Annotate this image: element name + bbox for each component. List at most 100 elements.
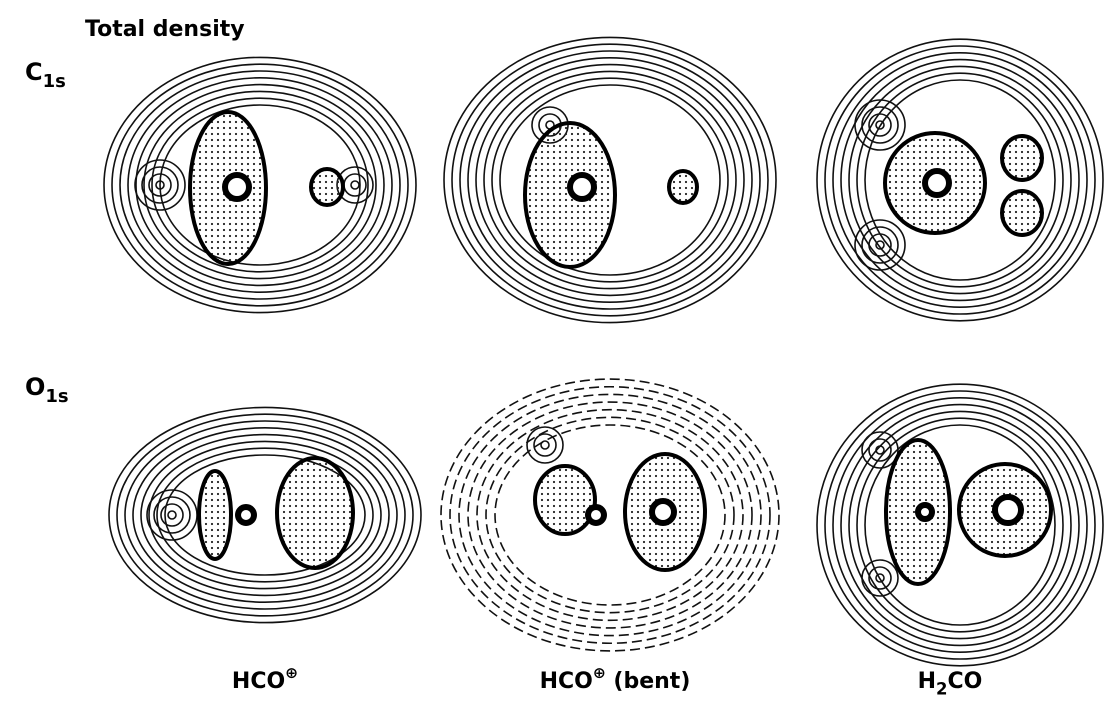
contour (840, 403, 1080, 647)
contour (153, 496, 191, 534)
nucleus (915, 502, 935, 522)
contour (864, 424, 1056, 626)
density-lobe (275, 456, 355, 570)
contour (875, 240, 885, 250)
contour (159, 104, 361, 266)
contour (140, 433, 390, 597)
contour (108, 406, 422, 624)
label-part: 1s (43, 71, 66, 92)
contour (156, 447, 374, 583)
contour (440, 378, 780, 652)
contour (875, 120, 885, 130)
nucleus (992, 494, 1024, 526)
label: C1s (25, 58, 66, 92)
contour (875, 573, 885, 583)
label-part: C (25, 58, 43, 86)
contour (856, 72, 1064, 288)
contour (861, 226, 899, 264)
contour (854, 219, 906, 271)
label: HCO⊕ (bent) (540, 664, 691, 694)
contour (816, 383, 1104, 667)
label-part: O (25, 373, 45, 401)
contour (350, 180, 360, 190)
contour (861, 559, 899, 597)
label-part: HCO (540, 669, 593, 694)
contour (148, 173, 172, 197)
contour (526, 426, 564, 464)
density-lobe (1000, 134, 1044, 182)
contour (494, 424, 726, 606)
nucleus (235, 504, 257, 526)
contour (103, 56, 417, 314)
nucleus (222, 172, 252, 202)
contour (124, 420, 406, 610)
contour (483, 70, 737, 290)
label-part: CO (948, 669, 983, 694)
contour (343, 173, 367, 197)
contour (848, 410, 1072, 640)
contour (459, 50, 761, 310)
contour (449, 385, 771, 645)
label-part: 1s (45, 386, 68, 407)
contour (458, 393, 762, 637)
contour (533, 433, 557, 457)
nucleus (922, 168, 952, 198)
contour (116, 413, 414, 617)
contour (840, 58, 1080, 302)
contour (824, 390, 1096, 660)
density-lobe (1000, 189, 1044, 237)
contour (824, 45, 1096, 315)
contour (854, 99, 906, 151)
figure-title: Total density (85, 17, 245, 42)
contour (476, 408, 744, 622)
nucleus (585, 504, 607, 526)
contour (111, 63, 409, 307)
density-lobe (667, 169, 699, 205)
contour (135, 83, 385, 287)
contour (868, 566, 892, 590)
contour (485, 416, 735, 614)
contour (151, 97, 369, 273)
contour (127, 77, 393, 293)
label: HCO⊕ (232, 664, 298, 694)
contour (499, 84, 721, 276)
contour (467, 401, 753, 629)
label-part: ⊕ (593, 664, 606, 682)
contour (868, 438, 892, 462)
contour (160, 503, 184, 527)
contour (832, 52, 1088, 308)
contour (848, 65, 1072, 295)
label: O1s (25, 373, 69, 407)
contour (443, 36, 777, 324)
contour (832, 396, 1088, 653)
nucleus (649, 498, 677, 526)
nucleus (567, 172, 597, 202)
contour (134, 159, 186, 211)
contour (451, 43, 769, 317)
contour (164, 454, 366, 576)
contour (856, 417, 1064, 633)
density-lobe (533, 464, 597, 536)
contour (491, 77, 729, 283)
label-part: 2 (936, 680, 947, 699)
contour (868, 113, 892, 137)
contour (475, 63, 745, 297)
contour (861, 431, 899, 469)
contour (816, 38, 1104, 322)
contour (143, 90, 377, 280)
contour (540, 440, 550, 450)
contour (167, 510, 177, 520)
contour (155, 180, 165, 190)
contour (875, 445, 885, 455)
label-part: HCO (232, 669, 285, 694)
label: H2CO (918, 669, 983, 699)
contour (864, 79, 1056, 281)
contour (141, 166, 179, 204)
contour (467, 57, 753, 303)
contour (119, 70, 401, 300)
label-part: ⊕ (285, 664, 298, 682)
contour (132, 426, 398, 603)
contour (868, 233, 892, 257)
